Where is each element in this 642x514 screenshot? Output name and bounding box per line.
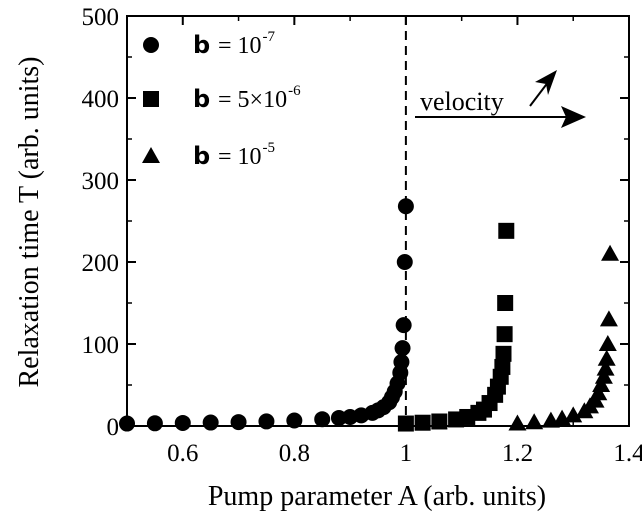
y-tick-label: 400 — [82, 86, 120, 113]
circle-point — [394, 340, 411, 357]
legend-exponent: -5 — [263, 140, 276, 156]
square-point — [496, 326, 513, 343]
y-tick-label: 200 — [82, 250, 120, 277]
square-point — [495, 345, 512, 362]
plot-frame — [126, 15, 630, 427]
legend-eq: = 10 — [218, 144, 262, 170]
legend: b = 10 -7b = 5×10 -6b = 10 -5 — [142, 29, 301, 170]
legend-marker-triangle — [142, 147, 160, 163]
circle-point — [230, 414, 247, 431]
axis-ticks: 0.6 0.8 1 1.2 1.4 0 100 200 300 400 500 — [82, 4, 642, 467]
legend-exponent: -6 — [288, 83, 301, 99]
x-tick-label: 1.4 — [613, 440, 642, 467]
x-axis-title: Pump parameter A (arb. units) — [208, 481, 546, 512]
x-tick-label: 1.2 — [502, 440, 533, 467]
y-tick-label: 0 — [107, 414, 120, 441]
circle-point — [393, 354, 410, 371]
triangle-point — [508, 414, 527, 431]
square-point — [494, 358, 511, 375]
velocity-arrowhead-diagonal — [535, 70, 557, 95]
square-point — [414, 414, 431, 431]
velocity-label: velocity — [420, 87, 504, 116]
legend-var: b — [193, 142, 210, 170]
circle-point — [396, 254, 413, 270]
triangle-point — [599, 310, 618, 327]
legend-eq: = 10 — [218, 33, 262, 59]
triangle-point — [589, 384, 608, 401]
velocity-arrowhead-right — [561, 106, 586, 128]
legend-marker-square — [143, 91, 159, 107]
y-tick-label: 500 — [82, 4, 120, 31]
circle-point — [174, 414, 191, 431]
square-point — [431, 413, 448, 430]
legend-exponent: -7 — [263, 29, 276, 45]
triangle-point — [597, 349, 616, 366]
square-point — [497, 295, 514, 311]
x-tick-label: 0.8 — [279, 440, 310, 467]
y-tick-label: 300 — [82, 168, 120, 195]
circle-point — [314, 411, 331, 428]
x-tick-label: 1 — [400, 440, 413, 467]
legend-eq: = 5×10 — [218, 87, 287, 113]
legend-marker-circle — [143, 37, 159, 53]
y-axis-title: Relaxation time T (arb. units) — [14, 56, 45, 387]
square-point — [498, 222, 515, 239]
circle-point — [258, 413, 275, 430]
circle-point — [202, 414, 219, 431]
velocity-annotation: velocity — [415, 70, 586, 128]
circle-point — [397, 198, 414, 215]
circle-point — [146, 415, 163, 432]
circle-point — [286, 412, 303, 429]
triangle-point — [592, 376, 611, 392]
x-tick-label: 0.6 — [167, 440, 198, 467]
y-tick-label: 100 — [82, 332, 120, 359]
triangle-point — [564, 406, 583, 423]
triangle-point — [596, 359, 615, 376]
triangle-point — [601, 244, 620, 261]
triangle-point — [598, 335, 617, 351]
legend-var: b — [193, 85, 210, 113]
legend-var: b — [193, 31, 210, 59]
circle-point — [395, 317, 412, 334]
data-marks — [119, 198, 620, 432]
triangle-point — [594, 367, 613, 384]
